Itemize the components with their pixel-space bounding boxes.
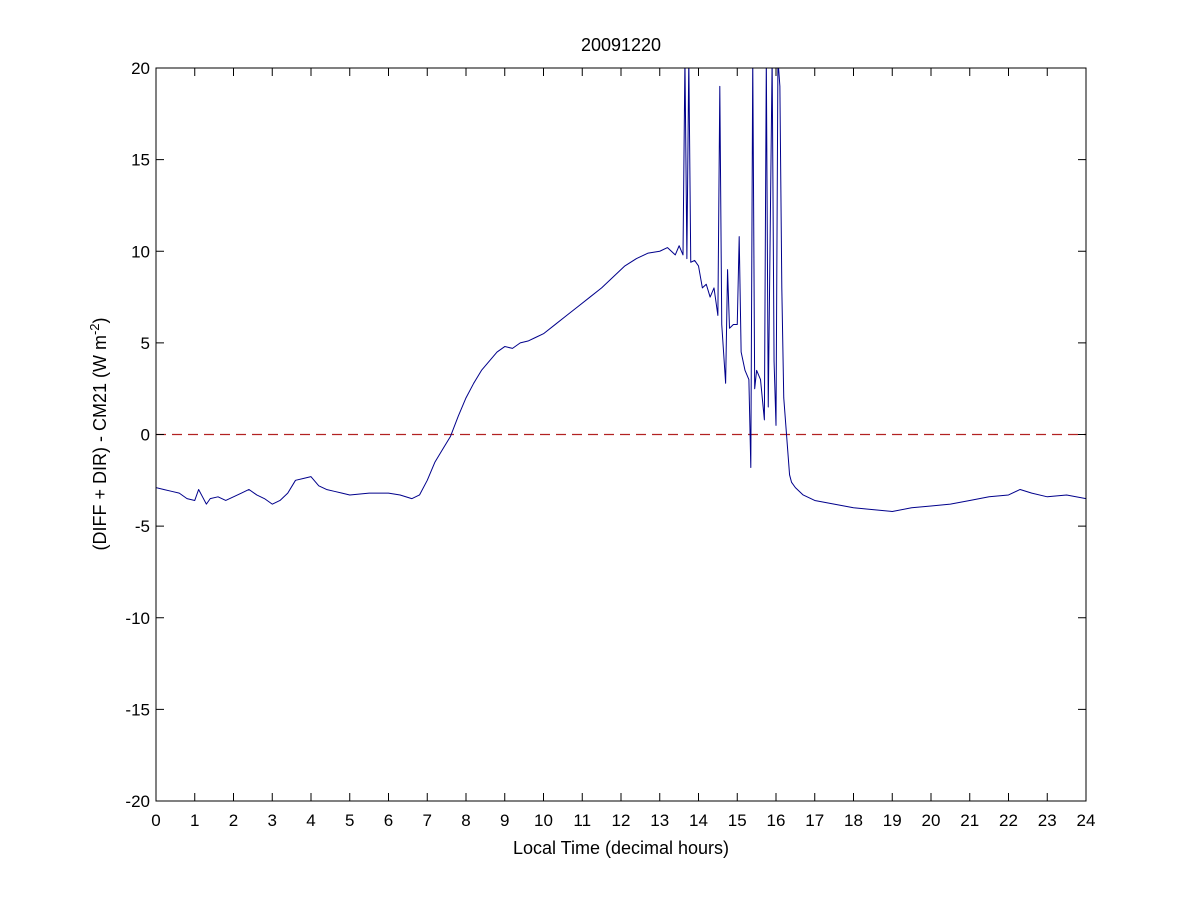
x-tick-label: 1 bbox=[190, 811, 199, 830]
y-tick-label: 20 bbox=[131, 59, 150, 78]
y-tick-label: -20 bbox=[125, 792, 150, 811]
x-tick-label: 12 bbox=[612, 811, 631, 830]
x-tick-label: 19 bbox=[883, 811, 902, 830]
x-tick-label: 22 bbox=[999, 811, 1018, 830]
x-tick-label: 24 bbox=[1077, 811, 1096, 830]
chart-title: 20091220 bbox=[581, 35, 661, 55]
x-tick-label: 16 bbox=[767, 811, 786, 830]
y-axis-label-superscript: -2 bbox=[87, 323, 102, 335]
x-tick-label: 20 bbox=[922, 811, 941, 830]
x-tick-label: 2 bbox=[229, 811, 238, 830]
x-tick-label: 5 bbox=[345, 811, 354, 830]
x-tick-label: 6 bbox=[384, 811, 393, 830]
y-axis-label-main: (DIFF + DIR) - CM21 (W m bbox=[90, 335, 110, 550]
y-axis-label-close: ) bbox=[90, 317, 110, 323]
series-line bbox=[156, 68, 1086, 512]
x-tick-label: 14 bbox=[689, 811, 708, 830]
y-axis-label: (DIFF + DIR) - CM21 (W m-2) bbox=[87, 317, 110, 550]
y-tick-label: -10 bbox=[125, 609, 150, 628]
y-tick-label: 0 bbox=[141, 426, 150, 445]
x-axis: 0 1 2 3 4 5 6 7 8 9 10 11 12 13 14 15 16 17 18 19 20 21 22 23 24 bbox=[151, 68, 1095, 830]
x-tick-label: 4 bbox=[306, 811, 315, 830]
x-tick-label: 18 bbox=[844, 811, 863, 830]
x-tick-label: 21 bbox=[960, 811, 979, 830]
x-axis-label: Local Time (decimal hours) bbox=[513, 838, 729, 858]
series-line-group bbox=[156, 68, 1086, 512]
y-tick-label: 15 bbox=[131, 151, 150, 170]
x-tick-label: 9 bbox=[500, 811, 509, 830]
y-tick-label: -15 bbox=[125, 700, 150, 719]
x-tick-label: 8 bbox=[461, 811, 470, 830]
x-tick-label: 17 bbox=[805, 811, 824, 830]
x-tick-label: 3 bbox=[268, 811, 277, 830]
x-tick-label: 11 bbox=[573, 811, 591, 830]
x-tick-label: 7 bbox=[423, 811, 432, 830]
y-tick-label: 5 bbox=[141, 334, 150, 353]
x-tick-label: 0 bbox=[151, 811, 160, 830]
x-tick-label: 23 bbox=[1038, 811, 1057, 830]
x-tick-label: 13 bbox=[650, 811, 669, 830]
y-tick-label: 10 bbox=[131, 242, 150, 261]
x-tick-label: 10 bbox=[534, 811, 553, 830]
y-tick-label: -5 bbox=[135, 517, 150, 536]
y-axis: -20 -15 -10 -5 0 5 10 15 20 bbox=[125, 59, 1086, 811]
x-tick-label: 15 bbox=[728, 811, 747, 830]
